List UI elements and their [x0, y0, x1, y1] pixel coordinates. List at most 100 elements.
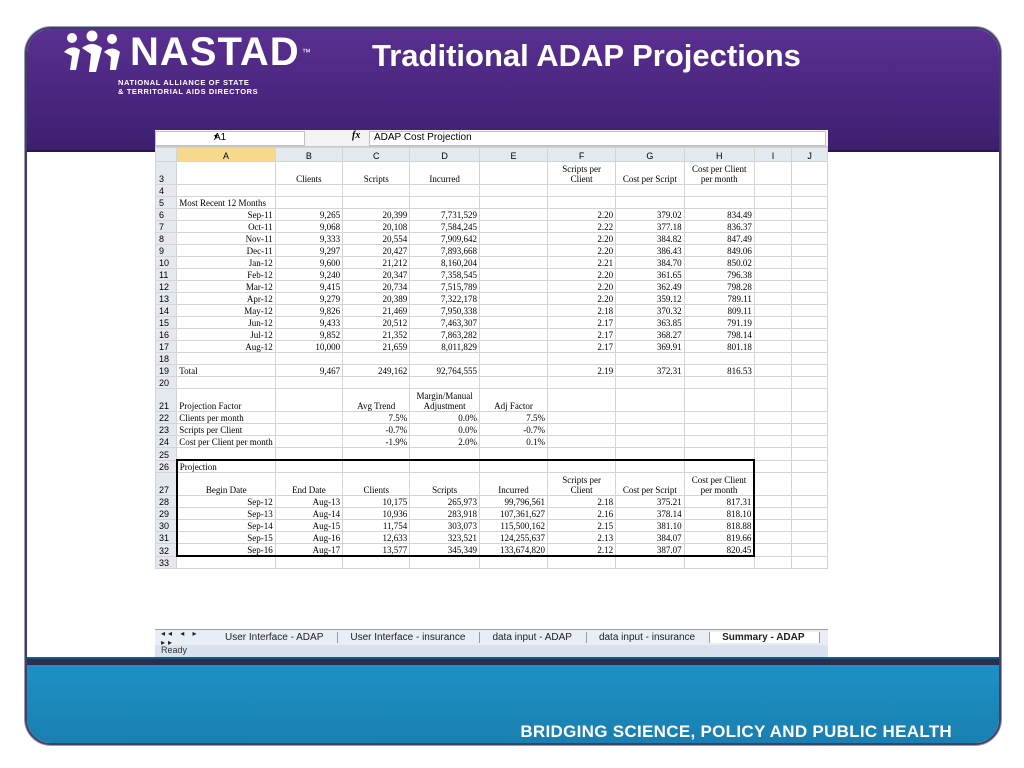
row-number[interactable]: 12: [154, 280, 178, 293]
table-cell[interactable]: [791, 316, 828, 329]
table-cell[interactable]: [753, 507, 793, 520]
clients-cell[interactable]: 9,333: [274, 232, 344, 245]
table-cell[interactable]: [753, 256, 793, 269]
table-cell[interactable]: [791, 256, 828, 269]
table-cell[interactable]: [753, 232, 793, 245]
section-label[interactable]: Most Recent 12 Months: [176, 196, 276, 209]
end-date-cell[interactable]: Aug-16: [274, 531, 344, 544]
row-number[interactable]: 10: [154, 256, 178, 269]
table-cell[interactable]: [791, 519, 828, 532]
table-cell[interactable]: [274, 423, 344, 436]
scripts-per-client-cell[interactable]: 2.18: [547, 495, 617, 508]
incurred-cell[interactable]: 7,358,545: [409, 268, 480, 281]
tab-data-input-adap[interactable]: data input - ADAP: [480, 632, 587, 643]
scripts-per-client-cell[interactable]: 2.21: [547, 256, 617, 269]
row-number[interactable]: 9: [154, 244, 178, 257]
row-number[interactable]: 30: [154, 519, 178, 532]
function-icon[interactable]: fx: [352, 130, 361, 141]
cost-per-client-cell[interactable]: 850.02: [683, 256, 755, 269]
clients-cell[interactable]: 9,852: [274, 328, 344, 341]
incurred-cell[interactable]: 7,731,529: [409, 208, 480, 221]
scripts-per-client-cell[interactable]: 2.20: [547, 268, 617, 281]
cost-per-client-cell[interactable]: 849.06: [683, 244, 755, 257]
row-number[interactable]: 8: [154, 232, 178, 245]
month-cell[interactable]: Jun-12: [176, 316, 276, 329]
table-cell[interactable]: [791, 268, 828, 281]
scripts-per-client-cell[interactable]: 2.16: [547, 507, 617, 520]
incurred-cell[interactable]: 7,863,282: [409, 328, 480, 341]
month-cell[interactable]: Jan-12: [176, 256, 276, 269]
adj-factor-cell[interactable]: -0.7%: [478, 423, 549, 436]
column-header[interactable]: H: [683, 147, 755, 162]
table-cell[interactable]: [478, 268, 549, 281]
row-number[interactable]: 7: [154, 220, 178, 233]
scripts-per-client-cell[interactable]: 2.20: [547, 292, 617, 305]
cost-per-script-cell[interactable]: 386.43: [615, 244, 685, 257]
table-cell[interactable]: [791, 292, 828, 305]
row-number[interactable]: 16: [154, 328, 178, 341]
row-number[interactable]: 31: [154, 531, 178, 544]
table-cell[interactable]: [791, 340, 828, 353]
table-cell[interactable]: [683, 411, 755, 424]
formula-input[interactable]: ADAP Cost Projection: [369, 131, 826, 146]
end-date-cell[interactable]: Aug-14: [274, 507, 344, 520]
table-cell[interactable]: [753, 268, 793, 281]
scripts-cell[interactable]: 265,973: [409, 495, 480, 508]
table-cell[interactable]: [753, 280, 793, 293]
table-cell[interactable]: [683, 423, 755, 436]
incurred-cell[interactable]: 7,909,642: [409, 232, 480, 245]
scripts-cell[interactable]: 21,469: [342, 304, 411, 317]
table-cell[interactable]: [274, 411, 344, 424]
incurred-cell[interactable]: 8,011,829: [409, 340, 480, 353]
table-cell[interactable]: [753, 316, 793, 329]
cost-per-script-cell[interactable]: 384.70: [615, 256, 685, 269]
scripts-cell[interactable]: 21,352: [342, 328, 411, 341]
begin-date-cell[interactable]: Sep-14: [175, 519, 276, 532]
incurred-cell[interactable]: 7,893,668: [409, 244, 480, 257]
table-cell[interactable]: [791, 232, 828, 245]
table-cell[interactable]: [753, 423, 793, 436]
clients-cell[interactable]: 11,754: [342, 519, 411, 532]
table-cell[interactable]: [547, 435, 617, 448]
incurred-cell[interactable]: 7,515,789: [409, 280, 480, 293]
name-box[interactable]: A1 ▾: [155, 131, 305, 146]
table-cell[interactable]: [791, 423, 828, 436]
scripts-per-client-cell[interactable]: 2.13: [547, 531, 617, 544]
clients-cell[interactable]: 9,265: [274, 208, 344, 221]
month-cell[interactable]: Mar-12: [176, 280, 276, 293]
cost-per-client-cell[interactable]: 798.28: [683, 280, 755, 293]
month-cell[interactable]: Nov-11: [176, 232, 276, 245]
clients-cell[interactable]: 9,600: [274, 256, 344, 269]
factor-label-cell[interactable]: Cost per Client per month: [176, 435, 276, 448]
table-cell[interactable]: [791, 220, 828, 233]
begin-date-cell[interactable]: Sep-15: [175, 531, 276, 544]
cost-per-client-cell[interactable]: 789.11: [683, 292, 755, 305]
adjustment-cell[interactable]: 0.0%: [409, 411, 480, 424]
scripts-cell[interactable]: 20,554: [342, 232, 411, 245]
table-cell[interactable]: [753, 220, 793, 233]
column-header[interactable]: E: [478, 147, 549, 162]
table-cell[interactable]: [274, 435, 344, 448]
avg-trend-cell[interactable]: -1.9%: [342, 435, 411, 448]
row-number[interactable]: 6: [154, 208, 178, 221]
table-cell[interactable]: [478, 280, 549, 293]
scripts-cell[interactable]: 20,347: [342, 268, 411, 281]
scripts-per-client-cell[interactable]: 2.22: [547, 220, 617, 233]
scripts-cell[interactable]: 303,073: [409, 519, 480, 532]
month-cell[interactable]: Apr-12: [176, 292, 276, 305]
begin-date-cell[interactable]: Sep-13: [175, 507, 276, 520]
table-cell[interactable]: [478, 220, 549, 233]
column-header[interactable]: D: [409, 147, 480, 162]
end-date-cell[interactable]: Aug-17: [274, 543, 344, 557]
adj-factor-cell[interactable]: 0.1%: [478, 435, 549, 448]
table-cell[interactable]: [791, 280, 828, 293]
table-cell[interactable]: [791, 543, 828, 557]
table-cell[interactable]: [478, 292, 549, 305]
factor-label-cell[interactable]: Scripts per Client: [176, 423, 276, 436]
cost-per-script-cell[interactable]: 362.49: [615, 280, 685, 293]
clients-cell[interactable]: 9,279: [274, 292, 344, 305]
cost-per-script-cell[interactable]: 369.91: [615, 340, 685, 353]
scripts-per-client-cell[interactable]: 2.15: [547, 519, 617, 532]
cost-per-script-cell[interactable]: 370.32: [615, 304, 685, 317]
scripts-cell[interactable]: 20,399: [342, 208, 411, 221]
